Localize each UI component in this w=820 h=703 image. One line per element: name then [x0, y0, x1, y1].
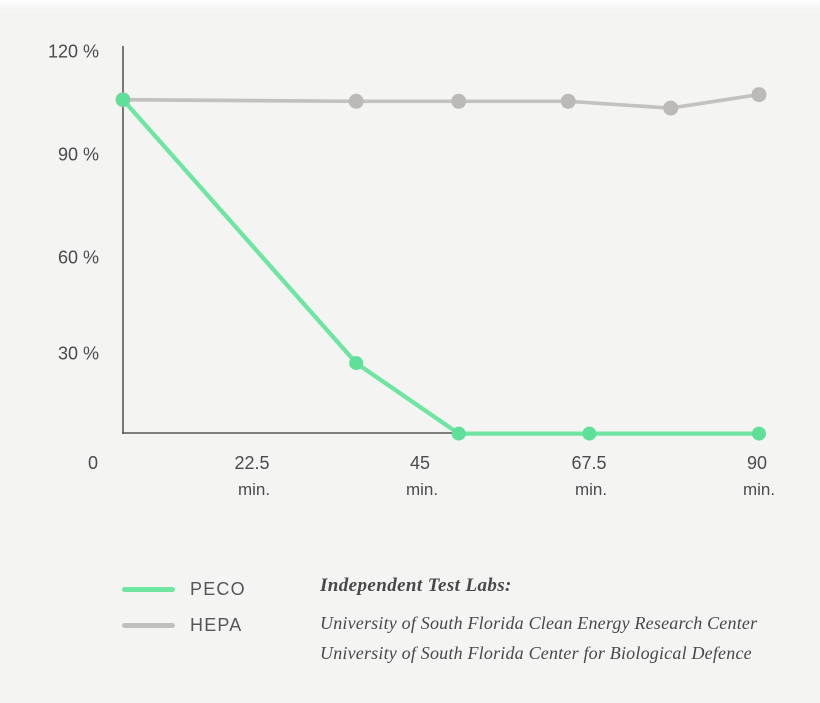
legend-label-peco: PECO [190, 578, 246, 599]
footnote-line-1: University of South Florida Clean Energy… [320, 613, 758, 633]
peco-line-swatch [122, 586, 175, 592]
x-tick-label: 45 [410, 453, 430, 473]
x-tick-label: 90 [747, 453, 767, 473]
y-tick-label: 90 % [58, 145, 99, 165]
chart-legend: PECO HEPA [122, 576, 246, 648]
test-labs-footnote: Independent Test Labs: University of Sou… [320, 574, 790, 668]
x-tick-unit: min. [238, 480, 270, 499]
line-chart: 120 % 90 % 60 % 30 % 0 22.5 min. 45 min. 67.5 min.… [48, 42, 775, 500]
x-tick-unit: min. [743, 480, 775, 499]
legend-item-hepa: HEPA [122, 612, 246, 638]
hepa-line [121, 92, 761, 110]
peco-data-point [116, 92, 130, 107]
peco-line [120, 97, 762, 436]
hepa-line-swatch [122, 622, 175, 628]
hepa-data-point [663, 100, 679, 116]
x-tick-label: 0 [88, 453, 98, 473]
peco-data-point [752, 426, 766, 441]
legend-item-peco: PECO [122, 576, 246, 602]
hepa-data-point [451, 93, 467, 109]
x-tick-unit: min. [575, 480, 607, 499]
y-tick-label: 30 % [58, 344, 99, 364]
footnote-line-2: University of South Florida Center for B… [320, 643, 752, 663]
footnote-heading: Independent Test Labs: [320, 575, 512, 596]
y-tick-label: 60 % [58, 248, 99, 268]
peco-data-point [349, 356, 364, 371]
x-tick-label: 67.5 [571, 453, 606, 473]
y-tick-label: 120 % [48, 42, 99, 62]
x-tick-label: 22.5 [234, 453, 269, 473]
peco-data-point [582, 426, 597, 441]
peco-data-point [451, 426, 466, 441]
x-tick-unit: min. [406, 480, 438, 499]
legend-label-hepa: HEPA [190, 614, 243, 635]
hepa-data-point [751, 87, 767, 103]
hepa-data-point [348, 93, 364, 109]
hepa-data-point [560, 93, 576, 109]
